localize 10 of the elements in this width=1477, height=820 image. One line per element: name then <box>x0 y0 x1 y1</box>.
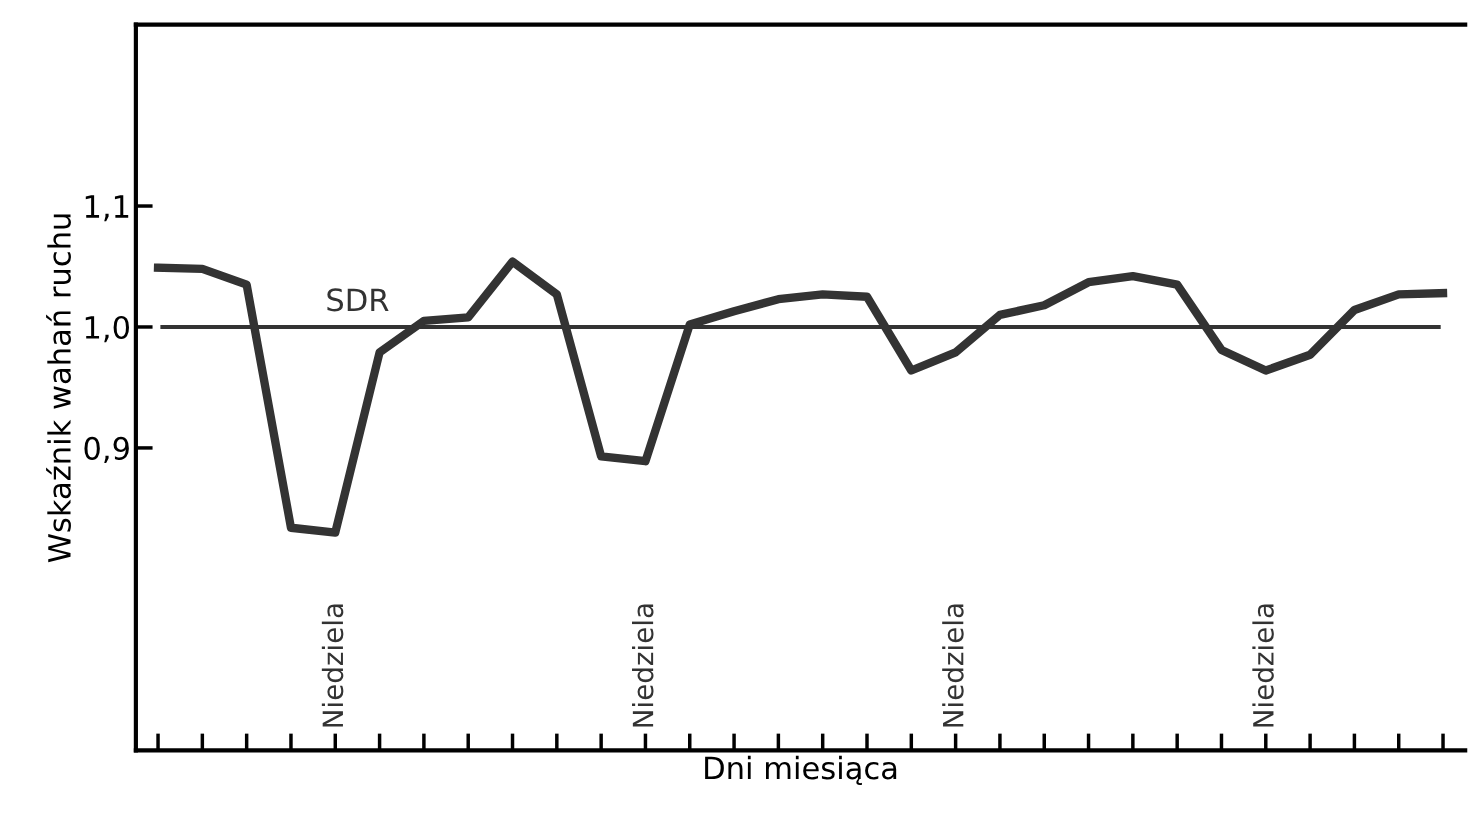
x-axis-title: Dni miesiąca <box>705 755 897 785</box>
annotation: Niedziela <box>632 604 654 727</box>
ref-line-label: SDR <box>327 288 389 312</box>
annotation: Niedziela <box>321 604 344 727</box>
y-tick-label: 1,0 <box>85 315 129 343</box>
y-tick-label: 1,1 <box>85 195 129 222</box>
y-tick-label: 0,9 <box>84 436 129 464</box>
annotation: Niedziela <box>942 604 964 727</box>
y-axis-title: Wskaźnik wahań ruchu <box>46 214 71 563</box>
annotation: Niedziela <box>1252 604 1274 727</box>
